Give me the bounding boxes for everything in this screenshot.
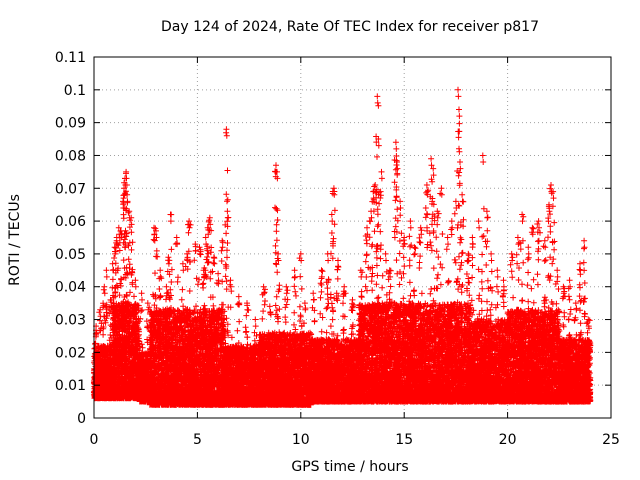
x-tick-label: 20 [499,432,517,448]
y-tick-label: 0.05 [55,247,86,263]
y-tick-label: 0.1 [64,83,86,99]
y-tick-label: 0.06 [55,214,86,230]
y-axis-label: ROTI / TECUs [7,194,23,286]
x-tick-labels: 0 5 10 15 20 25 [90,432,620,448]
y-tick-label: 0.03 [55,313,86,329]
y-tick-label: 0 [77,411,86,427]
axis-ticks [93,56,612,419]
y-tick-label: 0.09 [55,116,86,132]
plot-border [93,56,612,419]
y-tick-label: 0.11 [55,50,86,66]
y-tick-labels: 0 0.01 0.02 0.03 0.04 0.05 0.06 0.07 0.08 0.09 0.1… [55,50,86,427]
y-tick-label: 0.01 [55,378,86,394]
x-tick-label: 25 [602,432,620,448]
x-axis-label: GPS time / hours [291,459,408,475]
x-tick-label: 10 [292,432,310,448]
y-tick-label: 0.04 [55,280,86,296]
x-tick-label: 5 [193,432,202,448]
chart-title: Day 124 of 2024, Rate Of TEC Index for r… [161,19,539,35]
y-tick-label: 0.07 [55,181,86,197]
y-tick-label: 0.08 [55,148,86,164]
x-tick-label: 0 [90,432,99,448]
y-tick-label: 0.02 [55,345,86,361]
x-tick-label: 15 [395,432,413,448]
